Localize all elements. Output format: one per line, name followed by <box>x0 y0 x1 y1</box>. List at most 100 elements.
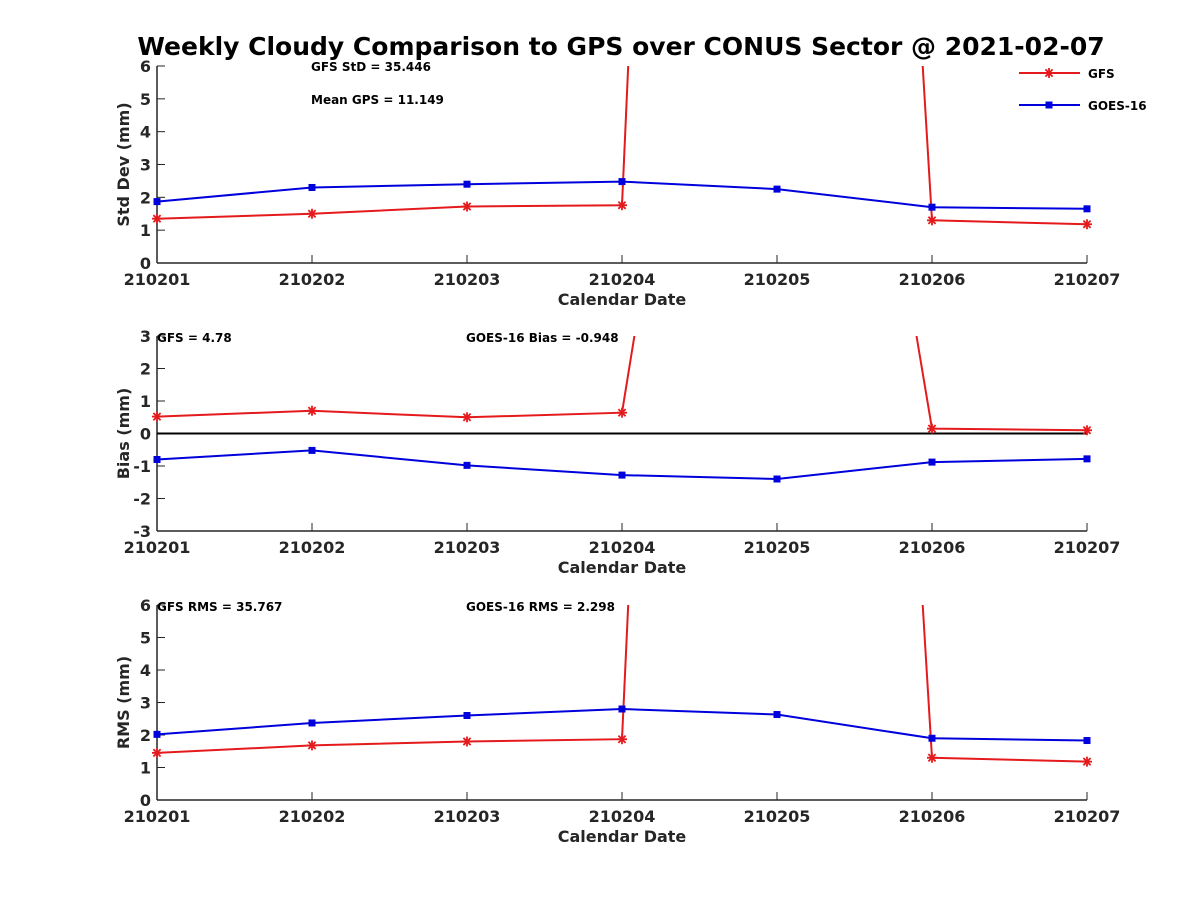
y-tick-label: -2 <box>133 490 151 509</box>
x-tick-label: 210205 <box>744 270 811 289</box>
subplot-3: 0 1 2 3 4 5 6 210201 210202 210203 210204 210205 210… <box>114 596 1120 846</box>
annotation-text: GOES-16 RMS = 2.298 <box>466 600 615 614</box>
series-goes-16 <box>153 446 1091 483</box>
data-point <box>152 747 162 758</box>
subplot-2: -3 -2 -1 0 1 2 3 210201 210202 210203 210204 210205… <box>114 327 1120 577</box>
y-tick-label: 1 <box>140 392 151 411</box>
data-point <box>617 734 627 745</box>
annotation-text: Mean GPS = 11.149 <box>311 93 444 107</box>
data-point <box>463 461 471 469</box>
data-point <box>617 407 627 418</box>
y-tick-label: 2 <box>140 726 151 745</box>
y-tick-label: 2 <box>140 360 151 379</box>
series-gfs <box>152 65 1092 230</box>
x-tick-label: 210201 <box>124 807 191 826</box>
data-point <box>1082 756 1092 767</box>
figure-title: Weekly Cloudy Comparison to GPS over CON… <box>137 32 1104 61</box>
x-tick-label: 210207 <box>1054 807 1121 826</box>
x-tick-label: 210203 <box>434 538 501 557</box>
y-axis-label: Bias (mm) <box>114 388 133 480</box>
y-tick-label: 0 <box>140 254 151 273</box>
data-point <box>773 711 781 719</box>
x-tick-label: 210202 <box>279 270 346 289</box>
data-point <box>153 730 161 738</box>
x-tick-label: 210207 <box>1054 270 1121 289</box>
legend-label: GOES-16 <box>1088 99 1147 113</box>
y-tick-label: 3 <box>140 156 151 175</box>
series-goes-16 <box>153 705 1091 745</box>
data-point <box>462 736 472 747</box>
data-point <box>773 475 781 483</box>
y-tick-label: 4 <box>140 661 151 680</box>
x-tick-label: 210201 <box>124 538 191 557</box>
data-point <box>308 183 316 191</box>
x-tick-label: 210206 <box>899 538 966 557</box>
x-tick-label: 210203 <box>434 807 501 826</box>
data-point <box>618 705 626 713</box>
y-tick-label: 2 <box>140 188 151 207</box>
y-tick-label: 1 <box>140 221 151 240</box>
x-tick-label: 210201 <box>124 270 191 289</box>
y-tick-label: 6 <box>140 57 151 76</box>
legend-marker <box>1044 68 1054 78</box>
annotation-text: GFS StD = 35.446 <box>311 60 431 74</box>
data-point <box>618 471 626 479</box>
data-point <box>618 178 626 186</box>
y-tick-label: 0 <box>140 791 151 810</box>
x-tick-label: 210203 <box>434 270 501 289</box>
y-axis-label: RMS (mm) <box>114 656 133 749</box>
data-point <box>462 412 472 423</box>
x-axis-label: Calendar Date <box>558 558 687 577</box>
x-tick-label: 210204 <box>589 807 656 826</box>
annotation-text: GFS = 4.78 <box>157 331 232 345</box>
data-point <box>307 405 317 416</box>
legend-entry: GOES-16 <box>1019 99 1147 113</box>
y-tick-label: 6 <box>140 596 151 615</box>
subplot-1: 0 1 2 3 4 5 6 210201 210202 210203 210204 210205 210… <box>114 57 1120 309</box>
y-tick-label: 5 <box>140 90 151 109</box>
data-point <box>153 456 161 463</box>
x-tick-label: 210205 <box>744 807 811 826</box>
data-point <box>1082 219 1092 230</box>
x-tick-label: 210204 <box>589 270 656 289</box>
data-point <box>773 185 781 193</box>
data-point <box>463 712 471 719</box>
x-tick-label: 210206 <box>899 270 966 289</box>
data-point <box>463 180 471 188</box>
legend-entry: GFS <box>1019 67 1115 81</box>
data-point <box>927 423 937 434</box>
data-point <box>308 719 316 727</box>
data-point <box>307 208 317 219</box>
data-point <box>308 446 316 454</box>
x-tick-label: 210204 <box>589 538 656 557</box>
legend: GFS GOES-16 <box>1019 67 1147 113</box>
x-tick-label: 210202 <box>279 807 346 826</box>
data-point <box>152 411 162 422</box>
annotation-text: GOES-16 Bias = -0.948 <box>466 331 619 345</box>
data-point <box>928 734 936 742</box>
series-goes-16 <box>153 178 1091 213</box>
data-point <box>617 200 627 211</box>
y-tick-label: -3 <box>133 522 151 541</box>
data-point <box>927 752 937 763</box>
x-axis-label: Calendar Date <box>558 290 687 309</box>
y-tick-label: 3 <box>140 327 151 346</box>
data-point <box>1083 205 1091 213</box>
data-point <box>152 213 162 224</box>
data-point <box>307 740 317 751</box>
data-point <box>1083 737 1091 745</box>
data-point <box>928 203 936 211</box>
data-point <box>1082 425 1092 436</box>
legend-marker <box>1045 101 1053 109</box>
x-tick-label: 210202 <box>279 538 346 557</box>
data-point <box>928 458 936 466</box>
y-axis-label: Std Dev (mm) <box>114 102 133 226</box>
data-point <box>153 198 161 206</box>
x-tick-label: 210207 <box>1054 538 1121 557</box>
series-gfs <box>152 604 1092 767</box>
x-axis-label: Calendar Date <box>558 827 687 846</box>
y-tick-label: 4 <box>140 123 151 142</box>
